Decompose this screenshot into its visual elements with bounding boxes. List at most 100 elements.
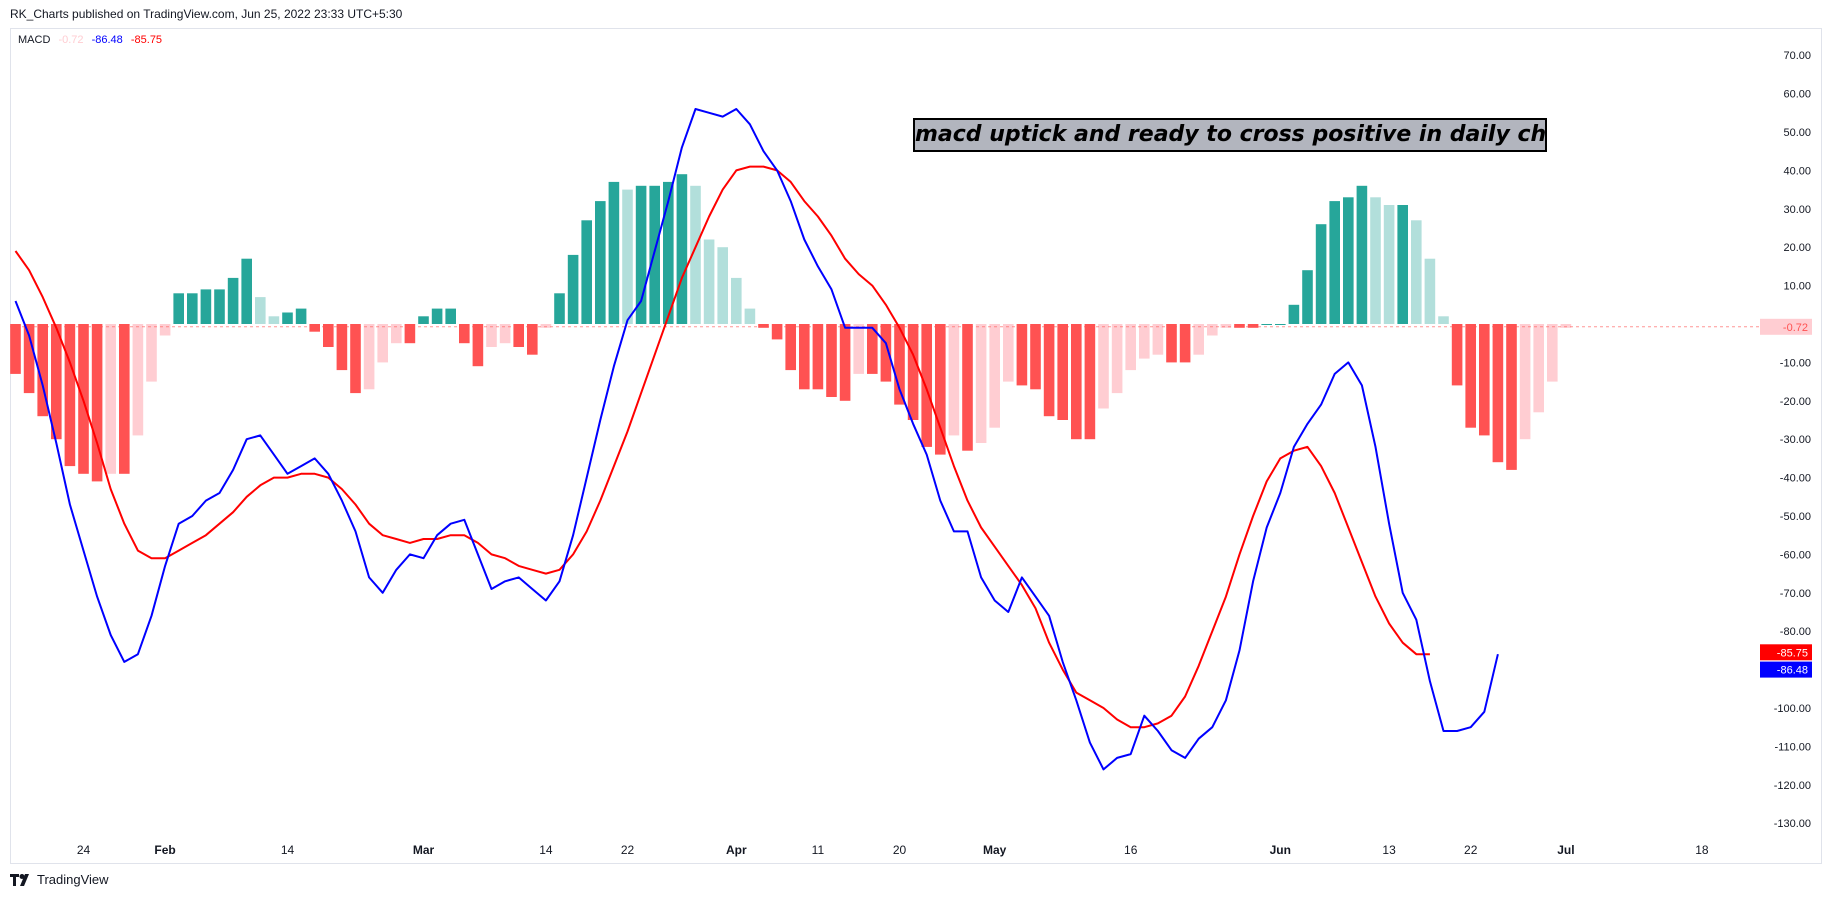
histogram-bar [867, 324, 878, 374]
histogram-bar [1207, 324, 1218, 336]
histogram-bar [1506, 324, 1517, 470]
histogram-bar [581, 220, 592, 324]
x-axis-tick-label: 11 [812, 843, 825, 857]
signal-value-badge-bg [1760, 644, 1812, 661]
histogram-bar [499, 324, 511, 344]
histogram-bar [853, 324, 864, 374]
macd-value-badge-bg [1760, 661, 1812, 678]
histogram-bar [540, 324, 552, 328]
histogram-bar [23, 324, 35, 394]
histogram-bar [785, 324, 796, 371]
annotation-textbox[interactable]: macd uptick and ready to cross positive … [913, 118, 1547, 152]
histogram-bar [391, 324, 402, 344]
y-axis-tick-label: -70.00 [1780, 588, 1811, 600]
histogram-bar [812, 324, 824, 390]
y-axis-tick-label: 20.00 [1783, 242, 1811, 254]
y-axis-tick-label: -30.00 [1780, 434, 1811, 446]
histogram-bar [608, 181, 620, 324]
histogram-bar [91, 324, 103, 482]
histogram-bar [1465, 324, 1476, 428]
y-axis-tick-label: 40.00 [1783, 165, 1811, 177]
y-axis-tick-label: -130.00 [1774, 818, 1811, 830]
legend-signal-value: -85.75 [130, 34, 163, 46]
y-axis-tick-label: 10.00 [1783, 281, 1811, 293]
histogram-bar [826, 324, 837, 397]
tradingview-footer[interactable]: TradingView [10, 872, 109, 887]
histogram-bar [268, 316, 280, 324]
y-axis-tick-label: -50.00 [1780, 511, 1811, 523]
histogram-bar [839, 324, 851, 401]
x-axis-tick-label: 22 [621, 843, 635, 857]
x-axis-tick-label: 24 [77, 843, 91, 857]
histogram-bar [1003, 324, 1014, 382]
histogram-bar [731, 277, 742, 324]
x-axis-tick-label: Jul [1557, 843, 1574, 857]
tradingview-logo-icon [10, 873, 29, 886]
histogram-bar [894, 324, 905, 405]
histogram-bar [948, 324, 960, 436]
histogram-bar [1071, 324, 1082, 440]
y-axis-tick-label: -100.00 [1774, 703, 1811, 715]
histogram-bar [921, 324, 932, 447]
histogram-bar [377, 324, 388, 363]
histogram-bar [1383, 205, 1395, 324]
histogram-value-badge-bg [1760, 318, 1812, 335]
histogram-bar [663, 181, 674, 324]
histogram-bar [187, 293, 198, 324]
histogram-bar [1424, 258, 1436, 324]
histogram-bar [567, 254, 579, 324]
histogram-bar [255, 297, 266, 324]
histogram-bar [336, 324, 348, 371]
footer-brand: TradingView [37, 872, 109, 887]
legend-title: MACD [18, 34, 51, 46]
histogram-bar [1275, 324, 1286, 325]
histogram-bar [1315, 224, 1327, 324]
publisher-header: RK_Charts published on TradingView.com, … [10, 7, 403, 21]
histogram-bar [717, 247, 728, 324]
histogram-bar [309, 324, 320, 332]
histogram-bar [1302, 270, 1313, 324]
histogram-bar [37, 324, 48, 417]
y-axis-tick-label: -10.00 [1780, 357, 1811, 369]
y-axis-tick-label: -110.00 [1775, 741, 1812, 753]
signal-value-badge: -85.75 [1777, 647, 1808, 659]
macd-value-badge: -86.48 [1777, 665, 1808, 677]
histogram-bar [1152, 324, 1164, 355]
histogram-bar [1247, 324, 1259, 328]
histogram-bar [64, 324, 76, 467]
histogram-bar [771, 324, 783, 340]
histogram-bar [1166, 324, 1177, 363]
x-axis-tick-label: 16 [1124, 843, 1138, 857]
histogram-bar [1397, 205, 1408, 324]
histogram-bar [486, 324, 497, 347]
macd-line [14, 108, 1499, 771]
histogram-value-badge: -0.72 [1783, 322, 1808, 334]
histogram-bar [1438, 316, 1449, 324]
y-axis-tick-label: -60.00 [1780, 549, 1811, 561]
histogram-bar [1098, 324, 1109, 409]
histogram-bar [799, 324, 810, 390]
histogram-bar [282, 312, 293, 324]
histogram-bar [1125, 324, 1136, 371]
histogram-bar [935, 324, 946, 455]
x-axis-tick-label: Apr [726, 843, 747, 857]
x-axis-tick-label: Mar [413, 843, 435, 857]
histogram-bar [635, 185, 647, 324]
histogram-bar [1220, 324, 1232, 328]
histogram-bar [1451, 324, 1463, 386]
x-axis-tick-label: Feb [154, 843, 175, 857]
histogram-bar [350, 324, 361, 394]
histogram-bar [146, 324, 157, 382]
histogram-bar [119, 324, 130, 474]
histogram-bar [1547, 324, 1558, 382]
histogram-bar [1519, 324, 1531, 440]
histogram-bar [1411, 220, 1422, 324]
histogram-bar [1030, 324, 1041, 390]
histogram-group [10, 174, 1572, 482]
histogram-bar [431, 308, 443, 324]
histogram-bar [880, 324, 892, 382]
x-axis-tick-label: 18 [1695, 843, 1709, 857]
indicator-legend[interactable]: MACD -0.72 -86.48 -85.75 [18, 34, 167, 46]
histogram-bar [1139, 324, 1150, 359]
